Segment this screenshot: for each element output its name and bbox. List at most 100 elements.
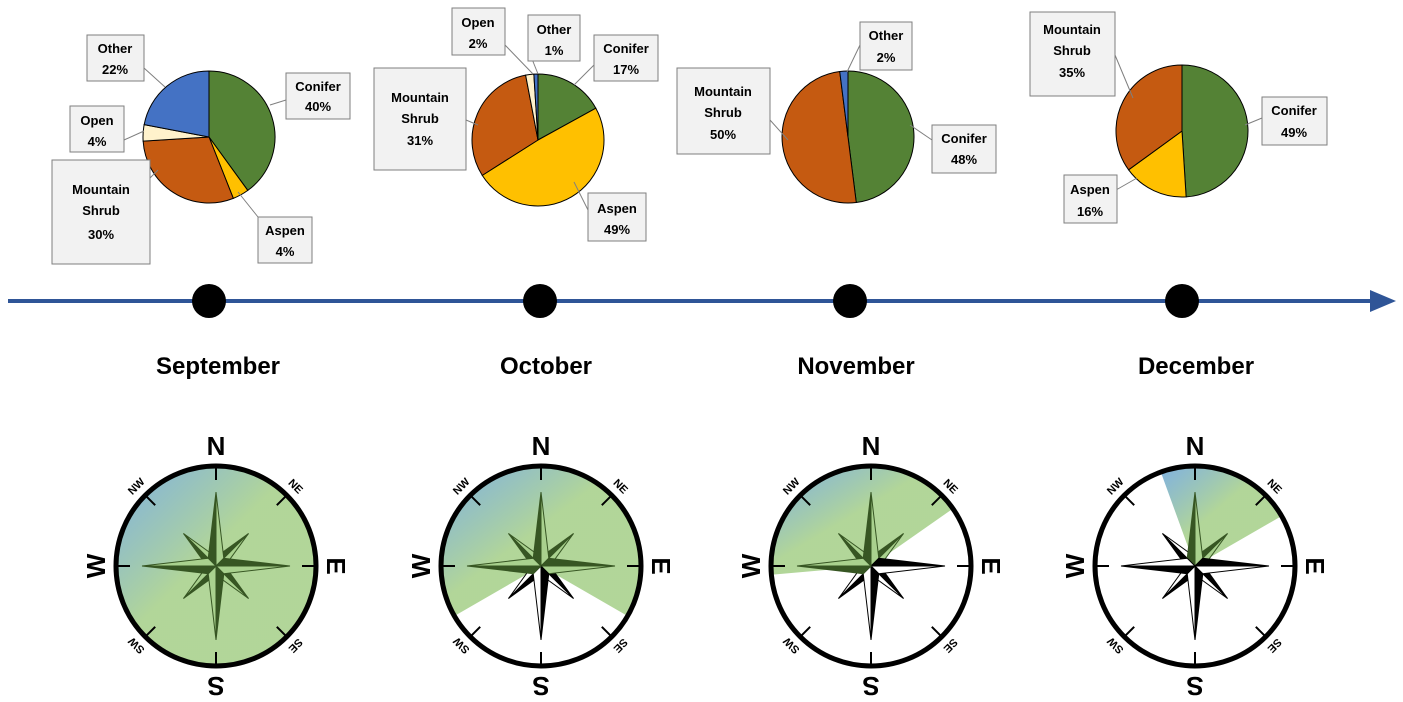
- timeline: September October November December: [8, 284, 1396, 380]
- callout-label: Open: [80, 113, 113, 128]
- callout-aspen-oct: Aspen 49%: [573, 181, 647, 242]
- pie-slice-conifer: [1181, 64, 1249, 198]
- callout-label: Aspen: [597, 201, 637, 216]
- callout-conifer-sep: Conifer 40%: [269, 72, 351, 120]
- callout-value: 35%: [1059, 65, 1085, 80]
- compass-rose-point: [1120, 557, 1197, 567]
- callout-label-line2: Shrub: [401, 111, 439, 126]
- compass-label-e: E: [646, 557, 676, 574]
- compass-label-n: N: [1186, 431, 1205, 461]
- compass-label-e: E: [321, 557, 351, 574]
- callout-label-line2: Shrub: [82, 203, 120, 218]
- month-label-october: October: [500, 353, 592, 380]
- callout-label-line1: Mountain: [72, 182, 130, 197]
- callout-label: Aspen: [265, 223, 305, 238]
- callout-mountain-shrub-nov: Mountain Shrub 50%: [676, 67, 789, 155]
- callout-label: Conifer: [603, 41, 649, 56]
- callout-label: Open: [461, 15, 494, 30]
- compass-label-w: W: [1060, 553, 1090, 578]
- callout-label: Conifer: [1271, 103, 1317, 118]
- callout-value: 49%: [604, 222, 630, 237]
- pie-slice-aspen: [481, 107, 605, 207]
- month-label-september: September: [156, 353, 280, 380]
- compass-label-se: SE: [941, 636, 960, 655]
- pie-chart-november: Conifer 48% Mountain Shrub 50% Other 2%: [676, 21, 997, 204]
- timeline-marker-december: [1165, 284, 1199, 318]
- pie-slices-november: [781, 70, 915, 204]
- pie-slice-mountain-shrub: [781, 70, 857, 204]
- callout-value: 4%: [88, 134, 107, 149]
- callout-mountain-shrub-dec: Mountain Shrub 35%: [1029, 11, 1134, 99]
- compass-rose-point: [796, 557, 873, 567]
- compass-tick: [931, 494, 943, 506]
- compass-label-s: S: [207, 671, 224, 701]
- pie-slice-conifer: [537, 73, 597, 141]
- compass-label-se: SE: [286, 636, 305, 655]
- pie-slice-conifer: [847, 70, 915, 204]
- callout-value: 22%: [102, 62, 128, 77]
- compass-label-s: S: [862, 671, 879, 701]
- compass-label-w: W: [406, 553, 436, 578]
- month-label-december: December: [1138, 353, 1254, 380]
- pie-slice-other: [143, 70, 210, 138]
- callout-label-line1: Mountain: [1043, 22, 1101, 37]
- pie-slice-aspen: [1127, 130, 1187, 198]
- compass-tick: [1255, 626, 1267, 638]
- callout-other-nov: Other 2%: [846, 21, 913, 73]
- compass-label-se: SE: [1265, 636, 1284, 655]
- pie-chart-october: Conifer 17% Aspen 49% Mountain Shrub 31%…: [373, 7, 659, 242]
- callout-value: 2%: [469, 36, 488, 51]
- callout-label-line2: Shrub: [1053, 43, 1091, 58]
- callout-label: Conifer: [941, 131, 987, 146]
- timeline-arrowhead: [1370, 290, 1396, 312]
- compass-tick: [469, 494, 481, 506]
- compass-label-n: N: [532, 431, 551, 461]
- callout-value: 1%: [545, 43, 564, 58]
- callout-label-line1: Mountain: [391, 90, 449, 105]
- pie-slice-mountain-shrub: [142, 136, 234, 204]
- compass-label-se: SE: [611, 636, 630, 655]
- compass-tick: [144, 494, 156, 506]
- compass-tick: [601, 494, 613, 506]
- callout-value: 48%: [951, 152, 977, 167]
- callout-aspen-sep: Aspen 4%: [237, 191, 313, 264]
- callout-value: 49%: [1281, 125, 1307, 140]
- compass-label-w: W: [736, 553, 766, 578]
- pie-chart-september: Conifer 40% Aspen 4% Mountain Shrub 30% …: [51, 34, 351, 265]
- compass-label-n: N: [207, 431, 226, 461]
- callout-other-sep: Other 22%: [86, 34, 166, 88]
- compass-label-n: N: [862, 431, 881, 461]
- pie-slices-september: [142, 70, 276, 204]
- pie-slices-december: [1115, 64, 1249, 198]
- callout-open-oct: Open 2%: [451, 7, 534, 75]
- compass-rose-point: [466, 557, 543, 567]
- callout-value: 2%: [877, 50, 896, 65]
- callout-conifer-dec: Conifer 49%: [1244, 96, 1328, 146]
- pie-chart-december: Conifer 49% Aspen 16% Mountain Shrub 35%: [1029, 11, 1328, 224]
- callout-value: 31%: [407, 133, 433, 148]
- compass-tick: [799, 626, 811, 638]
- timeline-marker-october: [523, 284, 557, 318]
- callout-label: Aspen: [1070, 182, 1110, 197]
- compass-row: NESWNESESWNWNESWNESESWNWNESWNESESWNWNESW…: [81, 431, 1330, 701]
- compass-label-e: E: [976, 557, 1006, 574]
- compass-tick: [469, 626, 481, 638]
- compass-tick: [1123, 626, 1135, 638]
- compass-tick: [1123, 494, 1135, 506]
- callout-value: 40%: [305, 99, 331, 114]
- pie-slices-october: [471, 73, 605, 207]
- compass-tick: [601, 626, 613, 638]
- compass-label-s: S: [532, 671, 549, 701]
- callout-label: Conifer: [295, 79, 341, 94]
- pie-slice-mountain-shrub: [471, 74, 539, 177]
- aspect-shading: [771, 466, 953, 575]
- callout-value: 16%: [1077, 204, 1103, 219]
- pie-slice-conifer: [208, 70, 276, 192]
- callout-label: Other: [98, 41, 133, 56]
- callout-open-sep: Open 4%: [69, 105, 145, 153]
- timeline-marker-september: [192, 284, 226, 318]
